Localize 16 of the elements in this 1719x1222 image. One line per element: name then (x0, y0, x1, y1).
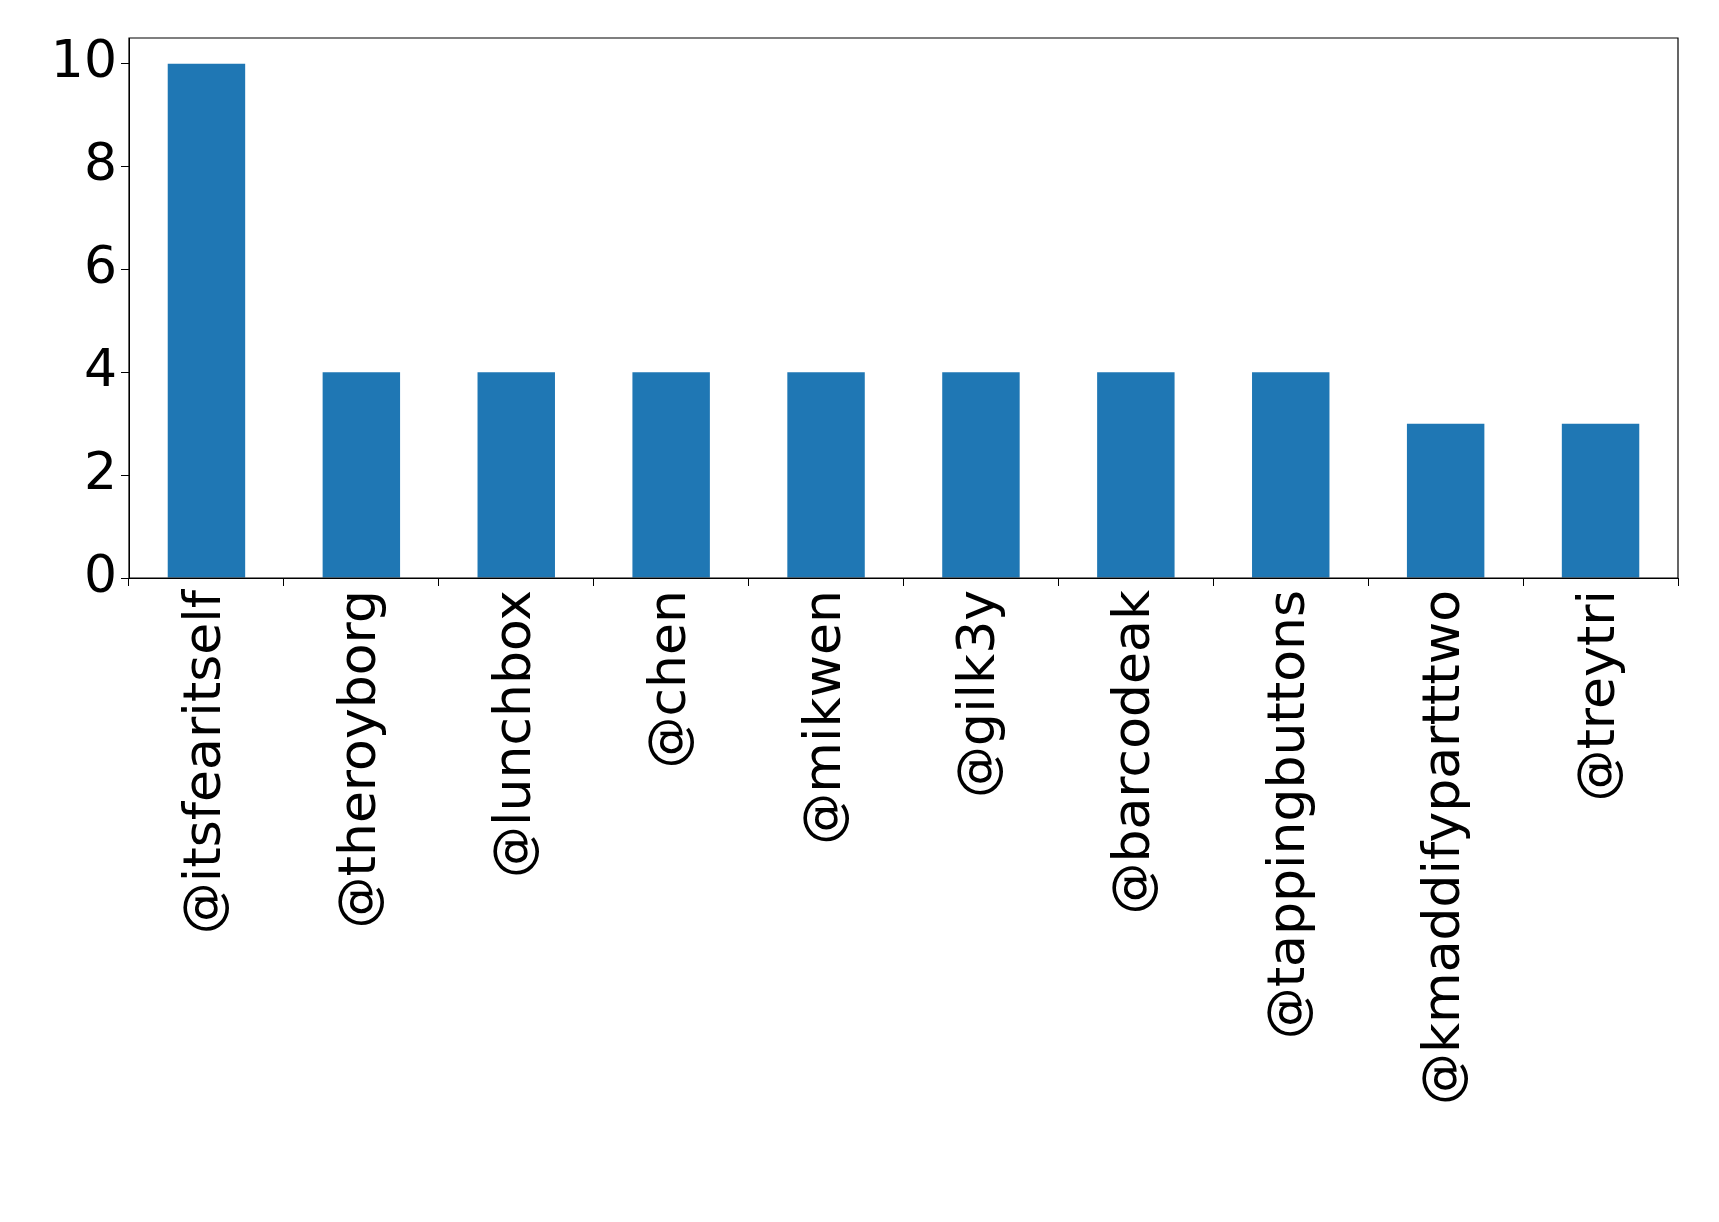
x-tick-label: @mikwen (791, 590, 852, 845)
x-tick-label: @treytri (1566, 590, 1627, 802)
y-tick-label: 10 (50, 29, 117, 90)
x-tick-label: @lunchbox (481, 590, 542, 878)
x-tick-label: @barcodeak (1101, 590, 1162, 915)
y-tick-label: 8 (83, 132, 117, 193)
y-tick-label: 0 (83, 543, 117, 604)
x-tick-label: @theroyborg (326, 590, 387, 929)
y-tick-label: 6 (83, 234, 117, 295)
x-tick-label: @chen (636, 590, 697, 769)
y-tick-label: 4 (83, 337, 117, 398)
x-tick-label: @kmaddifypartttwo (1411, 590, 1472, 1106)
x-tick-label: @itsfearitself (171, 588, 232, 935)
y-tick-label: 2 (83, 440, 117, 501)
x-tick-label: @gilk3y (946, 590, 1007, 798)
x-tick-label: @tappingbuttons (1256, 590, 1317, 1040)
